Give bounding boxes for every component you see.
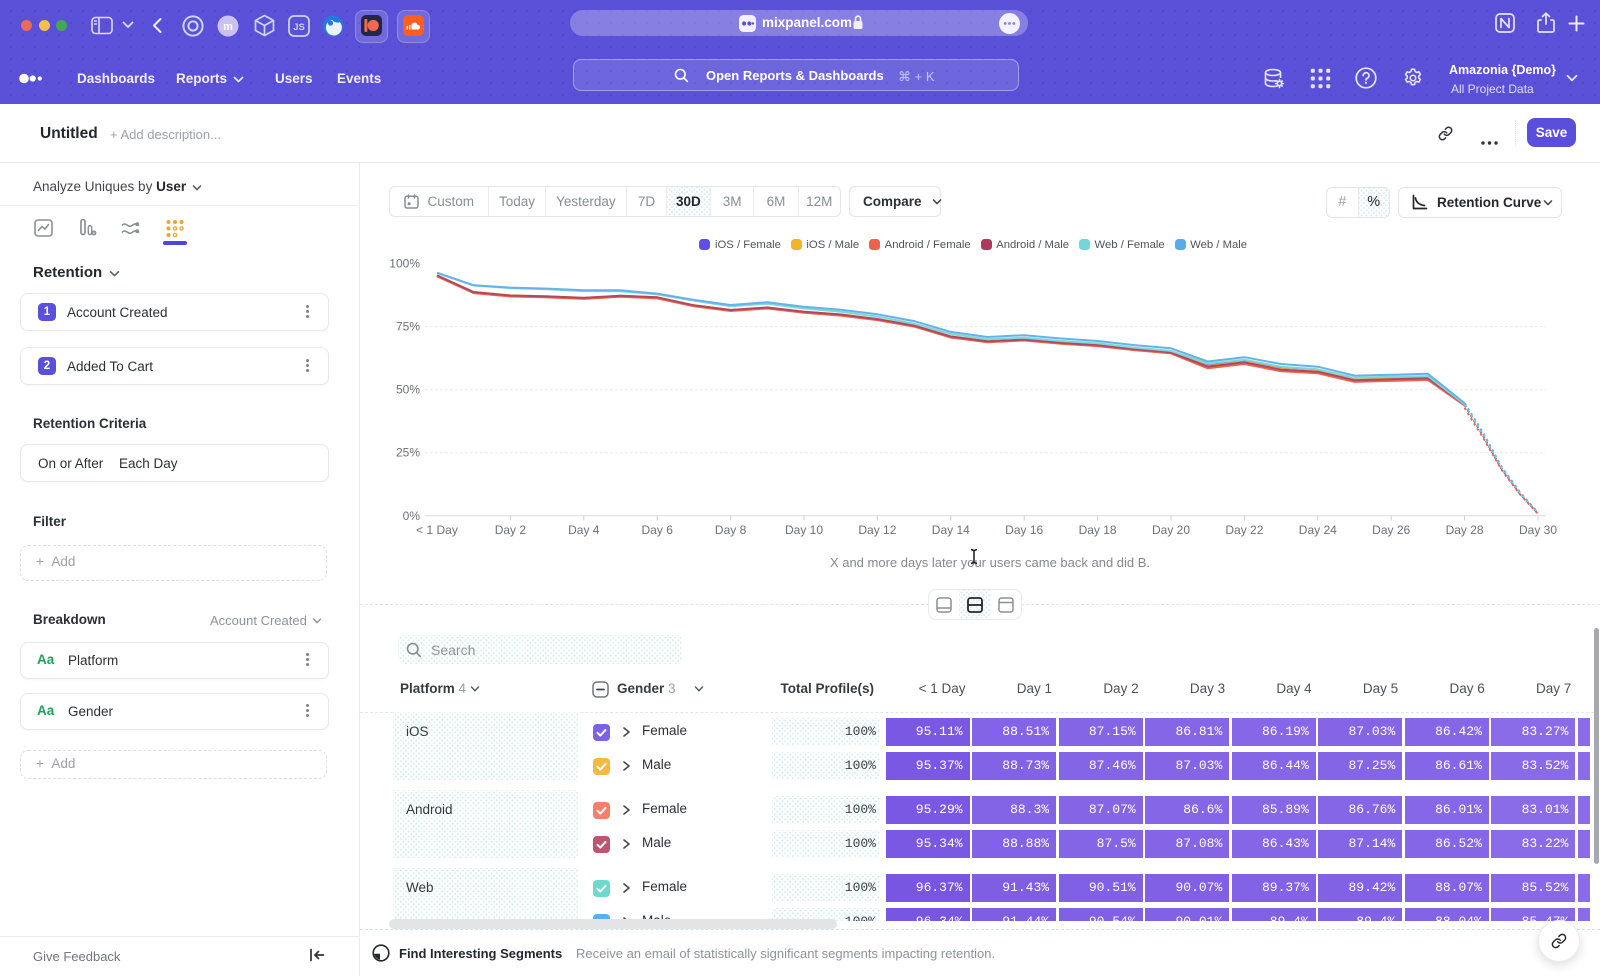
svg-text:75%: 75% <box>396 320 420 334</box>
svg-text:Day 28: Day 28 <box>1446 523 1484 537</box>
svg-text:JS: JS <box>293 22 305 33</box>
svg-text:Day 26: Day 26 <box>1372 523 1410 537</box>
svg-text:Day 4: Day 4 <box>568 523 600 537</box>
svg-text:Day 18: Day 18 <box>1079 523 1117 537</box>
svg-text:Day 10: Day 10 <box>785 523 823 537</box>
svg-text:Day 14: Day 14 <box>932 523 970 537</box>
svg-text:50%: 50% <box>396 383 420 397</box>
svg-text:m: m <box>223 21 233 33</box>
svg-text:Day 20: Day 20 <box>1152 523 1190 537</box>
svg-text:100%: 100% <box>389 257 420 271</box>
svg-text:25%: 25% <box>396 446 420 460</box>
svg-text:< 1 Day: < 1 Day <box>416 523 458 537</box>
svg-text:Day 2: Day 2 <box>495 523 527 537</box>
svg-text:Day 22: Day 22 <box>1225 523 1263 537</box>
svg-text:Day 16: Day 16 <box>1005 523 1043 537</box>
svg-text:Day 6: Day 6 <box>642 523 674 537</box>
svg-text:Day 12: Day 12 <box>858 523 896 537</box>
svg-text:Day 8: Day 8 <box>715 523 747 537</box>
svg-text:Day 30: Day 30 <box>1519 523 1557 537</box>
svg-text:0%: 0% <box>403 509 421 523</box>
svg-text:Day 24: Day 24 <box>1299 523 1337 537</box>
